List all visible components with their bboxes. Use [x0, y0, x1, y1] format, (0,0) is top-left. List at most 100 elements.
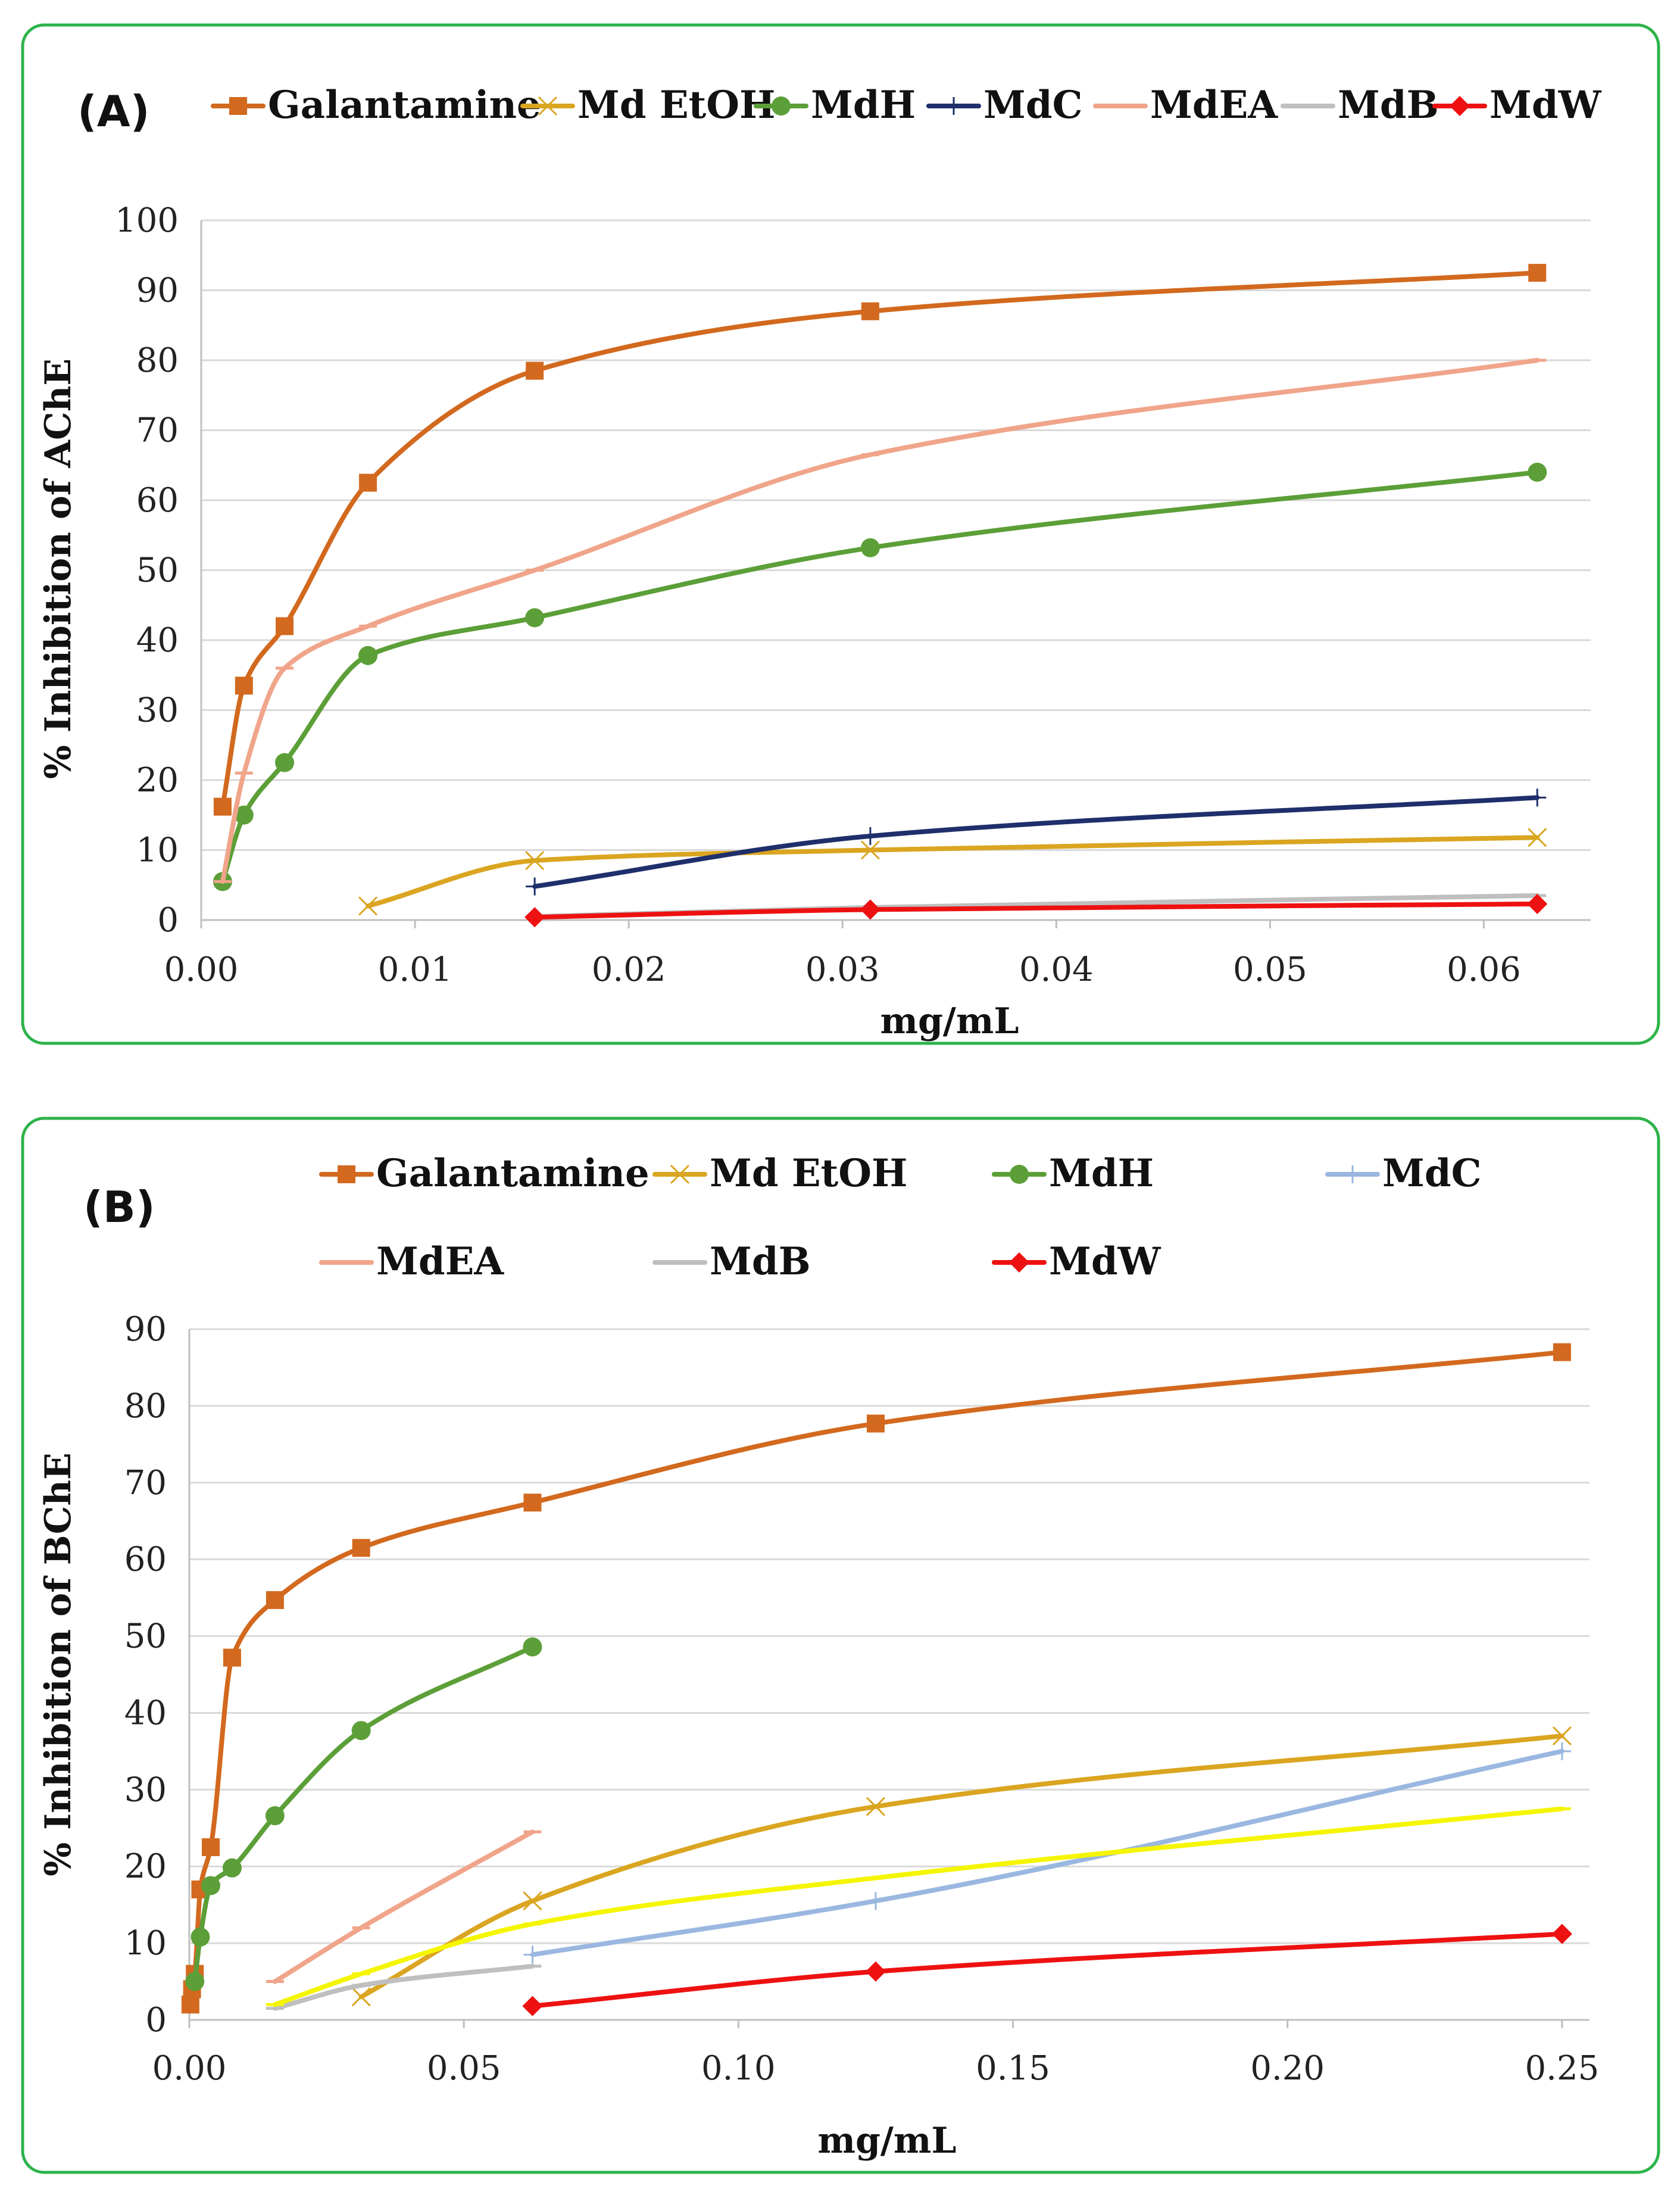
- panel-a-series-line-4: [220, 358, 1540, 884]
- panel-b-legend-marker-2: [1010, 1165, 1029, 1184]
- panel-b-series-3-point-1: [866, 1892, 885, 1910]
- panel-b-y-tick-label-5: 50: [124, 1617, 167, 1656]
- panel-b-series-2-point-6: [523, 1637, 542, 1657]
- panel-b-label: (B): [83, 1182, 155, 1232]
- panel-b-y-tick-label-1: 10: [124, 1924, 167, 1963]
- panel-a-legend-label-3: MdC: [983, 83, 1083, 127]
- panel-b-legend-label-5: MdB: [710, 1239, 811, 1284]
- panel-b-series-6-point-1: [865, 1961, 886, 1982]
- panel-b-x-tick-label-4: 0.20: [1250, 2049, 1325, 2088]
- panel-a-y-tick-label-1: 10: [136, 831, 179, 870]
- panel-b-legend-marker-6: [1009, 1252, 1029, 1273]
- panel-a-series-6-point-2: [1527, 893, 1548, 914]
- panel-b-series-0-point-7: [352, 1539, 370, 1557]
- panel-b-series-2-point-0: [185, 1972, 205, 1991]
- panel-a-series-0-point-1: [235, 676, 253, 695]
- panel-a-legend-marker-2: [772, 96, 791, 116]
- panel-a-legend-label-5: MdB: [1338, 83, 1439, 127]
- panel-a-x-tick-label-3: 0.03: [805, 950, 880, 989]
- panel-a-x-tick-label-0: 0.00: [164, 950, 239, 989]
- panel-b-x-tick-label-5: 0.25: [1525, 2049, 1600, 2088]
- panel-a-y-axis-label: % Inhibition of AChE: [38, 358, 79, 779]
- panel-a-x-tick-label-4: 0.04: [1019, 950, 1094, 989]
- panel-b-series-line-3: [530, 1748, 1565, 1957]
- panel-b-y-tick-label-8: 80: [124, 1387, 167, 1426]
- panel-b-legend-label-1: Md EtOH: [710, 1151, 907, 1196]
- panel-a-series-2-point-1: [234, 805, 254, 825]
- panel-a-y-tick-label-9: 90: [136, 272, 179, 310]
- panel-a-legend-label-4: MdEA: [1150, 83, 1278, 127]
- panel-b-legend-label-6: MdW: [1049, 1239, 1161, 1284]
- panel-b-x-tick-label-2: 0.10: [701, 2049, 776, 2088]
- panel-b-legend-label-2: MdH: [1049, 1151, 1154, 1196]
- panel-a-y-tick-label-0: 0: [157, 901, 179, 940]
- panel-a-x-tick-label-2: 0.02: [592, 950, 666, 989]
- panel-b-x-tick-label-1: 0.05: [427, 2049, 501, 2088]
- panel-a-series-0-point-5: [861, 302, 879, 320]
- panel-a-series-6-point-0: [524, 907, 545, 928]
- panel-a-legend: Galantamine Md EtOH MdH MdC MdEA MdB MdW: [211, 83, 1602, 127]
- panel-a-series-3-point-1: [861, 827, 879, 845]
- panel-b-series-0-point-10: [1553, 1343, 1571, 1361]
- panel-a-series-1-point-3: [1528, 828, 1547, 847]
- panel-b-y-tick-label-4: 40: [124, 1694, 167, 1732]
- panel-b-series-0-point-5: [223, 1648, 241, 1667]
- panel-b-y-tick-label-0: 0: [145, 2001, 167, 2040]
- panel-a-series-line-0: [220, 270, 1540, 809]
- panel-b-x-tick-label-0: 0.00: [152, 2049, 227, 2088]
- panel-a-series: [213, 264, 1548, 928]
- panel-a-series-line-3: [532, 795, 1540, 889]
- panel-a-y-tick-label-6: 60: [136, 481, 179, 520]
- panel-b-y-tick-label-7: 70: [124, 1464, 167, 1502]
- panel-a-frame: [21, 23, 1660, 1045]
- panel-a-x-tick-label-6: 0.06: [1447, 950, 1521, 989]
- panel-b-y-tick-label-3: 30: [124, 1770, 167, 1809]
- panel-b-series-2-point-3: [222, 1858, 242, 1878]
- panel-a-legend-label-0: Galantamine: [268, 83, 541, 127]
- panel-a-label: (A): [77, 86, 150, 136]
- panel-a-series-2-point-3: [358, 646, 378, 665]
- panel-b-series-3-point-2: [1553, 1742, 1571, 1760]
- panel-a-series-1-point-0: [358, 896, 378, 916]
- panel-b-series-1-point-1: [523, 1891, 542, 1911]
- panel-a-y-tick-label-7: 70: [136, 411, 179, 450]
- panel-a-series-1-point-2: [860, 840, 880, 860]
- panel-a-legend-marker-0: [229, 97, 247, 115]
- panel-b-y-axis-label: % Inhibition of BChE: [38, 1452, 79, 1876]
- panel-a-series-0-point-2: [276, 617, 294, 635]
- panel-a-y-tick-label-2: 20: [136, 761, 179, 800]
- panel-b-legend-label-4: MdEA: [376, 1239, 504, 1284]
- panel-b-series-line-1: [358, 1733, 1565, 2000]
- panel-b-legend-label-3: MdC: [1382, 1151, 1482, 1196]
- panel-a-legend-label-6: MdW: [1489, 83, 1602, 127]
- panel-b-series-2-point-5: [351, 1721, 371, 1741]
- panel-b-x-tick-label-3: 0.15: [976, 2049, 1050, 2088]
- panel-b-series-0-point-4: [201, 1838, 220, 1856]
- panel-a-series-0-point-4: [526, 361, 544, 380]
- panel-b-legend: Galantamine Md EtOH MdH MdC MdEA MdB MdW: [319, 1151, 1482, 1284]
- panel-a-x-axis-label: mg/mL: [880, 1000, 1019, 1042]
- panel-a-legend-marker-1: [538, 96, 558, 116]
- panel-a-y-tick-label-10: 100: [115, 201, 179, 240]
- panel-a-series-0-point-3: [359, 473, 377, 492]
- panel-b-series-2-point-1: [191, 1927, 210, 1947]
- panel-a-series-line-1: [366, 835, 1540, 909]
- panel-a-x-tick-label-5: 0.05: [1233, 950, 1307, 989]
- panel-a-y-tick-label-8: 80: [136, 341, 179, 380]
- panel-b-series-0-point-8: [523, 1493, 542, 1512]
- panel-a-series-2-point-2: [275, 753, 295, 772]
- panel-a-y-tick-label-3: 30: [136, 691, 179, 730]
- panel-a-series-2-point-5: [860, 538, 880, 557]
- panel-b-legend-marker-1: [670, 1164, 690, 1184]
- panel-b-series-line-4: [272, 1829, 535, 1984]
- panel-b-legend-marker-0: [338, 1165, 355, 1183]
- panel-a-x-tick-label-1: 0.01: [378, 950, 452, 989]
- panel-a-series-0-point-6: [1528, 264, 1547, 282]
- panel-b-series-6-point-2: [1551, 1923, 1572, 1944]
- panel-a-y-tick-label-4: 40: [136, 621, 179, 660]
- panel-b-series-line-7: [272, 1806, 1565, 2007]
- panel-a: (A) 0 10 20 30 40 50 60 70 80 90 100 0.00 0.01 0.02 0.…: [21, 23, 1660, 1045]
